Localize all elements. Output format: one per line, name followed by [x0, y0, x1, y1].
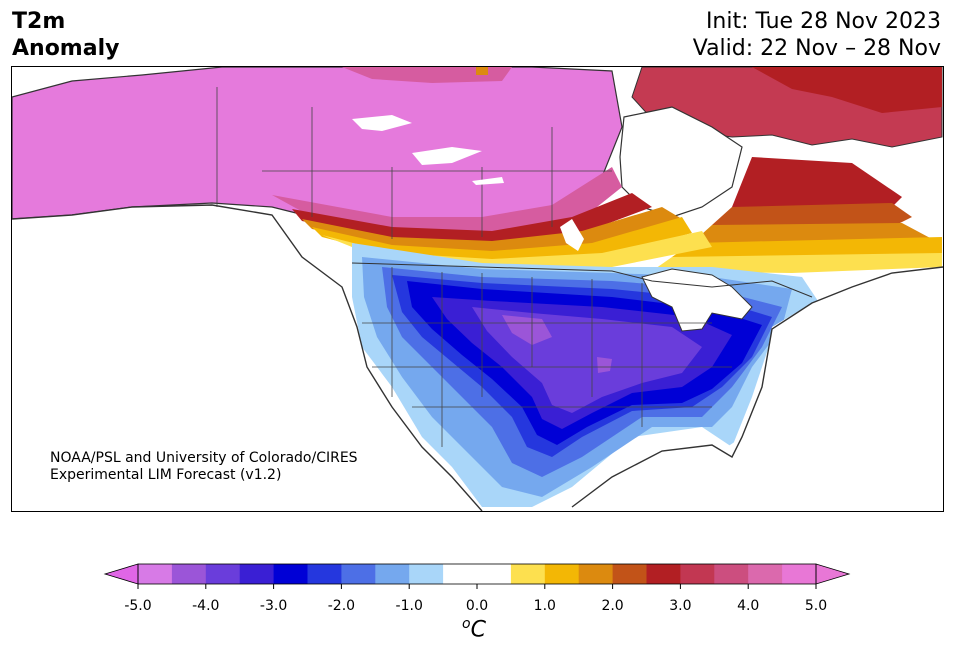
region-northpole-magenta — [342, 67, 512, 83]
band-crimson-quebec — [732, 157, 902, 213]
region-arctic-east-dark — [752, 67, 942, 113]
colorbar-cell — [171, 564, 207, 584]
colorbar-tick-label: -2.0 — [328, 598, 355, 614]
colorbar-tick-label: -3.0 — [260, 598, 287, 614]
state-lines — [216, 87, 732, 447]
region-usa-purple-south — [597, 357, 612, 373]
lake-winnipeg — [560, 219, 584, 251]
pacific-ocean — [12, 205, 482, 511]
colorbar-tick-label: 4.0 — [737, 598, 759, 614]
great-bear-lake — [352, 115, 412, 131]
colorbar-cell — [138, 564, 173, 584]
us-canada-border — [351, 262, 813, 298]
colorbar-cell — [544, 564, 580, 584]
forecast-dates: Init: Tue 28 Nov 2023 Valid: 22 Nov – 28… — [693, 8, 941, 62]
colorbar-cell — [443, 564, 478, 584]
band-orange-central — [302, 207, 682, 253]
colorbar-tick-label: 3.0 — [669, 598, 691, 614]
band-gold-central — [312, 217, 692, 261]
title-line-2: Anomaly — [12, 36, 120, 61]
great-slave-lake — [412, 147, 482, 165]
units-celsius: C — [470, 617, 486, 643]
colorbar-tick-label: -1.0 — [396, 598, 423, 614]
colorbar: -5.0 -4.0 -3.0 -2.0 -1.0 0.0 1.0 2.0 3.0 4.0 5.0 — [103, 563, 851, 614]
title-line-1: T2m — [12, 9, 66, 34]
map-svg — [12, 67, 943, 511]
colorbar-cell — [477, 564, 512, 584]
colorbar-cell — [510, 564, 546, 584]
colorbar-tick-label: 5.0 — [805, 598, 827, 614]
map-title: T2m Anomaly — [12, 8, 119, 62]
atlantic-ocean — [572, 267, 943, 511]
colorbar-cell — [307, 564, 342, 584]
colorbar-cell — [578, 564, 614, 584]
colorbar-over-arrow — [815, 563, 851, 585]
region-usa-purple — [502, 315, 552, 345]
colorbar-cell — [273, 564, 308, 584]
coastline-west — [12, 204, 483, 511]
colorbar-tick-label: 0.0 — [466, 598, 488, 614]
colorbar-cell — [748, 564, 783, 584]
credit-line-2: Experimental LIM Forecast (v1.2) — [50, 467, 282, 483]
lake-athabasca — [472, 177, 504, 185]
colorbar-ticks: -5.0 -4.0 -3.0 -2.0 -1.0 0.0 1.0 2.0 3.0 4.0 5.0 — [124, 584, 827, 614]
colorbar-cell — [714, 564, 749, 584]
colorbar-cell — [239, 564, 275, 584]
hot-spot-north — [476, 67, 488, 75]
colorbar-cell — [646, 564, 681, 584]
colorbar-tick-label: 1.0 — [534, 598, 556, 614]
colorbar-tick-label: -5.0 — [124, 598, 151, 614]
colorbar-cell — [375, 564, 410, 584]
colorbar-tick-label: 2.0 — [601, 598, 623, 614]
band-magenta-central — [272, 167, 622, 239]
hudson-bay — [619, 106, 743, 218]
units-label: oC — [462, 616, 486, 642]
colorbar-cell — [341, 564, 376, 584]
gulf-of-mexico — [572, 443, 722, 511]
units-degree: o — [462, 616, 471, 632]
colorbar-cells — [138, 564, 817, 584]
colorbar-cell — [409, 564, 444, 584]
colorbar-cell — [782, 564, 817, 584]
valid-range: Valid: 22 Nov – 28 Nov — [692, 36, 941, 61]
band-yellow-quebec — [652, 253, 942, 273]
forecast-credit: NOAA/PSL and University of Colorado/CIRE… — [50, 450, 358, 484]
init-date: Init: Tue 28 Nov 2023 — [705, 9, 941, 34]
colorbar-under-arrow — [103, 563, 139, 585]
colorbar-cell — [680, 564, 715, 584]
colorbar-tick-label: -4.0 — [192, 598, 219, 614]
coastline-east — [571, 266, 943, 508]
great-lakes — [641, 268, 753, 332]
credit-line-1: NOAA/PSL and University of Colorado/CIRE… — [50, 450, 358, 466]
anomaly-map: NOAA/PSL and University of Colorado/CIRE… — [11, 66, 944, 512]
colorbar-cell — [612, 564, 647, 584]
colorbar-cell — [205, 564, 241, 584]
band-rust-quebec — [712, 203, 912, 229]
